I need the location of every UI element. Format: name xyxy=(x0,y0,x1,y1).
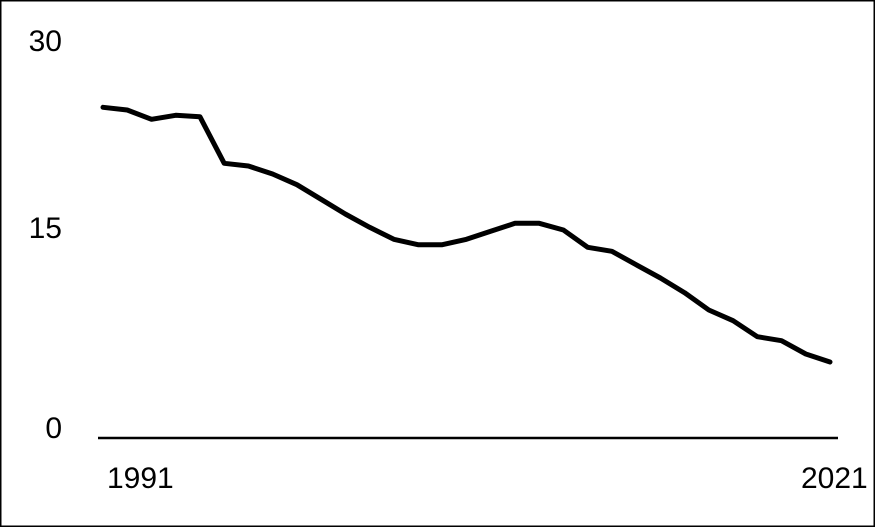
y-tick-label: 30 xyxy=(29,25,62,58)
x-tick-label: 2021 xyxy=(801,462,868,495)
chart-container: 0 15 30 1991 2021 xyxy=(0,0,875,527)
x-tick-label: 1991 xyxy=(107,462,174,495)
y-tick-label: 15 xyxy=(29,212,62,245)
y-tick-label: 0 xyxy=(45,412,62,445)
line-chart: 0 15 30 1991 2021 xyxy=(0,0,875,527)
